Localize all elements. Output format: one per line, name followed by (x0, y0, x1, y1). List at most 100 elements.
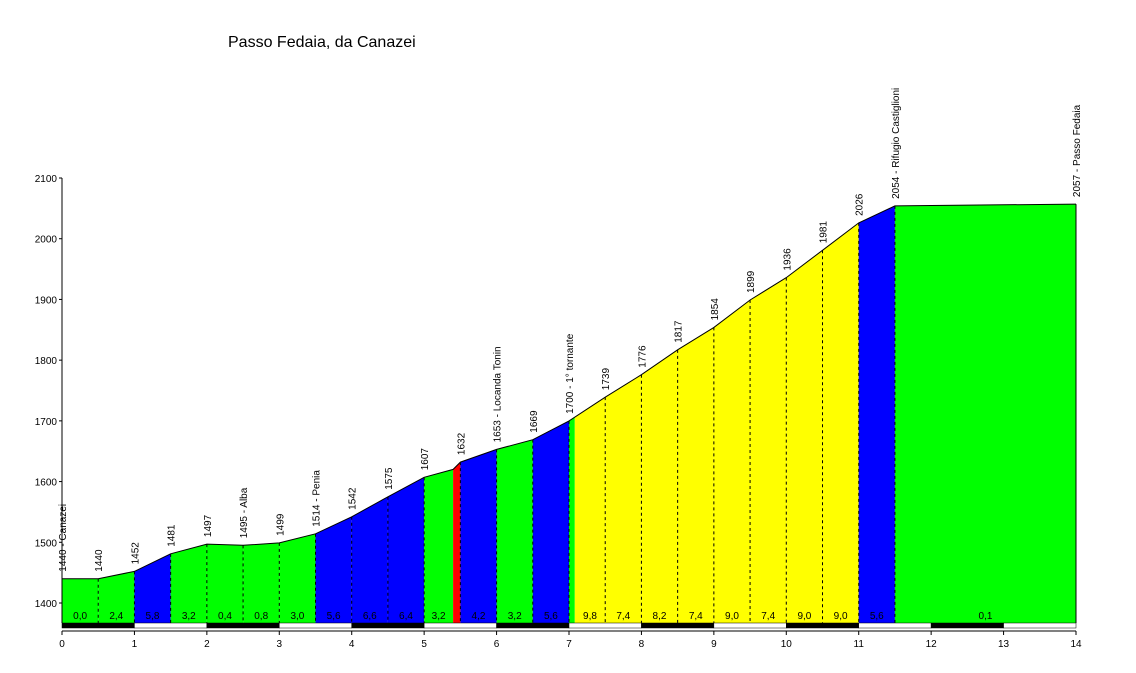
grade-label: 9,0 (797, 611, 811, 622)
grade-segment-10 (424, 469, 454, 623)
x-tick-label: 7 (566, 639, 572, 650)
grade-label: 7,4 (689, 611, 703, 622)
x-tick-label: 0 (59, 639, 65, 650)
x-tick-label: 13 (998, 639, 1010, 650)
x-tick-label: 6 (494, 639, 500, 650)
y-tick-label: 1400 (35, 599, 58, 610)
grade-label: 0,4 (218, 611, 232, 622)
scale-bar-segment (858, 622, 932, 629)
grade-segment-11 (453, 462, 461, 623)
elevation-label: 2054 - Rifugio Castiglioni (891, 88, 902, 199)
scale-bar-segment (496, 622, 570, 629)
elevation-label: 1700 - 1° tornante (565, 333, 576, 414)
grade-segment-14 (532, 420, 569, 623)
y-tick-label: 2100 (35, 174, 58, 185)
scale-bar-segment (134, 622, 208, 629)
y-tick-label: 1600 (35, 478, 58, 489)
grade-segment-25 (894, 204, 1076, 623)
distance-scale-bar (61, 622, 1077, 629)
grade-label: 6,6 (363, 611, 377, 622)
grade-segment-20 (713, 300, 751, 623)
grade-label: 5,6 (327, 611, 341, 622)
elevation-label: 1936 (782, 248, 793, 271)
grade-label: 3,0 (290, 611, 304, 622)
elevation-label: 1776 (637, 345, 648, 368)
grade-labels: 0,0 2,4 5,8 3,2 0,4 0,8 3,0 5,6 6,6 6,4 3,2 4,2 3,2 5… (73, 611, 993, 622)
elevation-label: 1481 (167, 524, 178, 547)
scale-bar-segment (279, 622, 352, 629)
grade-label: 8,2 (653, 611, 667, 622)
grade-segment-9 (387, 477, 425, 623)
grade-segment-22 (786, 250, 823, 624)
x-tick-label: 11 (854, 639, 865, 650)
grade-label: 0,8 (254, 611, 268, 622)
elevation-label: 1440 - Canazei (58, 504, 69, 572)
elevation-label: 1739 (601, 368, 612, 391)
scale-bar-segment (641, 622, 715, 629)
grade-segment-4 (206, 544, 244, 623)
scale-bar-segment (713, 622, 787, 629)
grade-segment-12 (460, 449, 497, 623)
grade-segment-6 (279, 533, 316, 623)
elevation-label: 1899 (746, 270, 757, 293)
grade-label: 9,8 (583, 611, 597, 622)
grade-label: 6,4 (399, 611, 413, 622)
grade-label: 9,0 (725, 611, 739, 622)
scale-bar-segment (1003, 622, 1077, 629)
x-tick-label: 9 (711, 639, 717, 650)
elevation-label: 1607 (420, 448, 431, 471)
elevation-label: 1669 (529, 410, 540, 433)
gradient-fills (62, 204, 1076, 624)
grade-segment-16 (574, 397, 606, 623)
x-tick-label: 5 (421, 639, 427, 650)
scale-bar-segment (568, 622, 642, 629)
grade-label: 3,2 (182, 611, 196, 622)
grade-segment-1 (98, 571, 135, 623)
scale-bar-segment (61, 622, 135, 629)
segment-dividers (97, 205, 896, 623)
profile-line (62, 203, 1077, 580)
grade-segment-23 (822, 222, 859, 623)
elevation-label: 2057 - Passo Fedaia (1072, 104, 1083, 197)
scale-bar-segment (786, 622, 859, 629)
grade-segment-3 (170, 544, 207, 623)
x-tick-label: 12 (926, 639, 938, 650)
x-tick-label: 1 (132, 639, 138, 650)
elevation-label: 1440 (94, 549, 105, 572)
elevation-label: 1542 (348, 487, 359, 510)
grade-label: 0,1 (979, 611, 993, 622)
profile-outline (62, 203, 1077, 623)
elevation-label: 1653 - Locanda Tonin (493, 346, 504, 442)
scale-bar-segment (930, 622, 1004, 629)
elevation-label: 1514 - Penia (312, 470, 323, 527)
y-tick-label: 1500 (35, 538, 58, 549)
grade-segment-17 (605, 374, 642, 623)
y-tick-label: 1900 (35, 295, 58, 306)
x-tick-label: 14 (1070, 639, 1082, 650)
grade-segment-13 (496, 439, 533, 623)
elevation-label: 1452 (130, 542, 141, 565)
x-tick-label: 4 (349, 639, 355, 650)
y-tick-label: 1800 (35, 356, 58, 367)
grade-segment-15 (569, 417, 575, 623)
grade-label: 4,2 (472, 611, 486, 622)
elevation-label: 1499 (275, 513, 286, 536)
scale-bar-segment (206, 622, 280, 629)
grade-segment-2 (134, 553, 171, 623)
elevation-label: 1817 (674, 320, 685, 343)
grade-segment-7 (315, 516, 352, 623)
grade-label: 0,0 (73, 611, 87, 622)
elevation-label: 1632 (456, 432, 467, 455)
y-tick-label: 2000 (35, 235, 58, 246)
x-tick-label: 2 (204, 639, 210, 650)
grade-label: 5,8 (146, 611, 160, 622)
grade-segment-24 (858, 205, 895, 623)
elevation-label: 2026 (855, 193, 866, 216)
x-tick-label: 3 (277, 639, 283, 650)
elevation-label: 1497 (203, 514, 214, 537)
grade-segment-21 (750, 277, 787, 623)
grade-label: 3,2 (508, 611, 522, 622)
x-tick-label: 8 (639, 639, 645, 650)
